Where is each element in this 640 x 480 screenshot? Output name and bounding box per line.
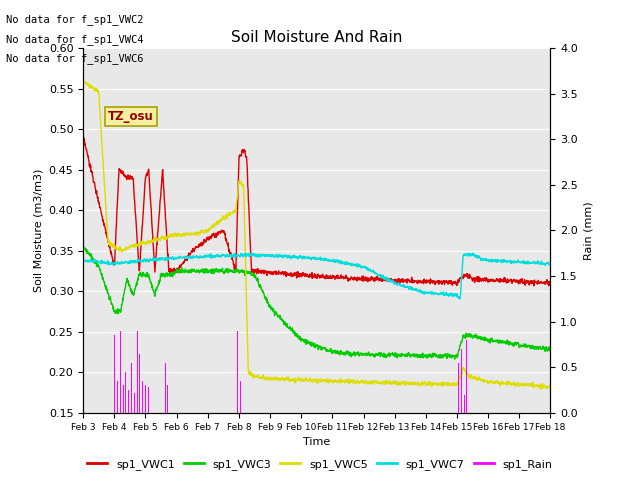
X-axis label: Time: Time bbox=[303, 437, 330, 447]
Y-axis label: Rain (mm): Rain (mm) bbox=[584, 201, 593, 260]
Y-axis label: Soil Moisture (m3/m3): Soil Moisture (m3/m3) bbox=[33, 168, 43, 292]
Text: TZ_osu: TZ_osu bbox=[108, 110, 154, 123]
Text: No data for f_sp1_VWC2: No data for f_sp1_VWC2 bbox=[6, 14, 144, 25]
Legend: sp1_VWC1, sp1_VWC3, sp1_VWC5, sp1_VWC7, sp1_Rain: sp1_VWC1, sp1_VWC3, sp1_VWC5, sp1_VWC7, … bbox=[83, 455, 557, 474]
Text: No data for f_sp1_VWC4: No data for f_sp1_VWC4 bbox=[6, 34, 144, 45]
Text: No data for f_sp1_VWC6: No data for f_sp1_VWC6 bbox=[6, 53, 144, 64]
Title: Soil Moisture And Rain: Soil Moisture And Rain bbox=[231, 30, 403, 46]
